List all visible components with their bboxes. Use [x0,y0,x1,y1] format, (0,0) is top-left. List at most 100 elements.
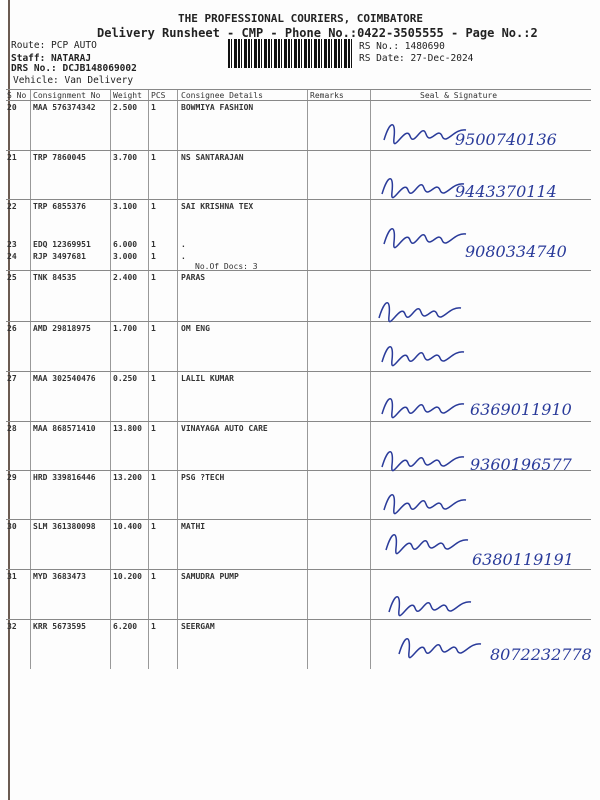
column-divider [307,89,308,669]
cell-consignment: MAA 576374342 [33,103,96,112]
cell-consignee: PARAS [181,273,206,282]
cell-weight: 3.700 [113,153,138,162]
cell-weight: 2.500 [113,103,138,112]
cell-sno: 25 [7,273,17,282]
cell-weight: 13.200 [113,473,142,482]
row-divider [6,569,591,570]
cell-consignment: TRP 6855376 [33,202,86,211]
cell-sno: 26 [7,324,17,333]
docs-count-note: No.Of Docs: 3 [195,262,258,271]
cell-consignee: SAMUDRA PUMP [181,572,239,581]
handwritten-phone: 6369011910 [470,400,572,419]
signature [381,398,465,419]
cell-sno: 20 [7,103,17,112]
cell-consignment: MAA 302540476 [33,374,96,383]
column-header: Remarks [310,91,344,100]
handwritten-phone: 6380119191 [472,550,574,569]
signature [378,302,462,323]
cell-consignment: AMD 29818975 [33,324,91,333]
cell-pcs: 1 [151,424,156,433]
cell-consignment: TRP 7860045 [33,153,86,162]
column-header: S No [7,91,27,100]
cell-sno: 28 [7,424,17,433]
cell-sno: 21 [7,153,17,162]
cell-consignee: LALIL KUMAR [181,374,234,383]
column-header: Seal & Signature [420,91,498,100]
column-divider [370,89,371,669]
cell-pcs: 1 [151,202,156,211]
handwritten-phone: 9500740136 [455,130,557,149]
barcode [228,39,354,68]
row-divider [6,371,591,372]
cell-weight: 3.000 [113,252,138,261]
cell-sno: 29 [7,473,17,482]
staff: Staff: NATARAJ [11,53,92,64]
cell-weight: 3.100 [113,202,138,211]
cell-sno: 31 [7,572,17,581]
column-header: Consignee Details [181,91,263,100]
cell-pcs: 1 [151,273,156,282]
cell-weight: 6.200 [113,622,138,631]
drs-no: DRS No.: DCJB148069002 [11,63,137,74]
signature [381,178,465,199]
cell-consignment: SLM 361380098 [33,522,96,531]
cell-consignment: MYD 3683473 [33,572,86,581]
cell-consignee: NS SANTARAJAN [181,153,244,162]
runsheet-subtitle: Delivery Runsheet - CMP - Phone No.:0422… [97,26,538,40]
rs-no: RS No.: 1480690 [359,41,445,52]
cell-pcs: 1 [151,153,156,162]
cell-consignee: BOWMIYA FASHION [181,103,254,112]
vehicle: Vehicle: Van Delivery [13,75,134,86]
signature [383,228,467,249]
cell-sno: 24 [7,252,17,261]
cell-pcs: 1 [151,473,156,482]
cell-consignee: MATHI [181,522,206,531]
cell-weight: 10.400 [113,522,142,531]
signature [385,534,469,555]
cell-consignee: SAI KRISHNA TEX [181,202,254,211]
row-divider [6,470,591,471]
cell-consignee: SEERGAM [181,622,215,631]
row-divider [6,199,591,200]
route: Route: PCP AUTO [11,40,97,51]
row-divider [6,421,591,422]
signature [383,124,467,145]
signature [388,596,472,617]
cell-consignment: KRR 5673595 [33,622,86,631]
cell-consignment: HRD 339816446 [33,473,96,482]
column-header: PCS [151,91,166,100]
row-divider [6,150,591,151]
cell-consignment: MAA 868571410 [33,424,96,433]
handwritten-phone: 9443370114 [455,182,557,201]
scan-edge [8,0,10,800]
cell-consignee: VINAYAGA AUTO CARE [181,424,268,433]
cell-pcs: 1 [151,240,156,249]
rs-date: RS Date: 27-Dec-2024 [359,53,474,64]
handwritten-phone: 8072232778 [490,645,592,664]
cell-sno: 23 [7,240,17,249]
cell-sno: 32 [7,622,17,631]
row-divider [6,100,591,101]
cell-weight: 1.700 [113,324,138,333]
cell-weight: 0.250 [113,374,138,383]
column-divider [177,89,178,669]
cell-consignee: . [181,240,186,249]
handwritten-phone: 9360196577 [470,455,572,474]
signature [398,638,482,659]
handwritten-phone: 9080334740 [465,242,567,261]
cell-consignment: TNK 84535 [33,273,77,282]
column-divider [148,89,149,669]
cell-consignee: OM ENG [181,324,210,333]
company-title: THE PROFESSIONAL COURIERS, COIMBATORE [178,12,424,25]
column-divider [110,89,111,669]
signature [381,346,465,367]
row-divider [6,619,591,620]
row-divider [6,519,591,520]
cell-sno: 27 [7,374,17,383]
cell-pcs: 1 [151,522,156,531]
cell-consignee: . [181,252,186,261]
column-header: Consignment No [33,91,101,100]
row-divider [6,89,591,90]
cell-sno: 22 [7,202,17,211]
